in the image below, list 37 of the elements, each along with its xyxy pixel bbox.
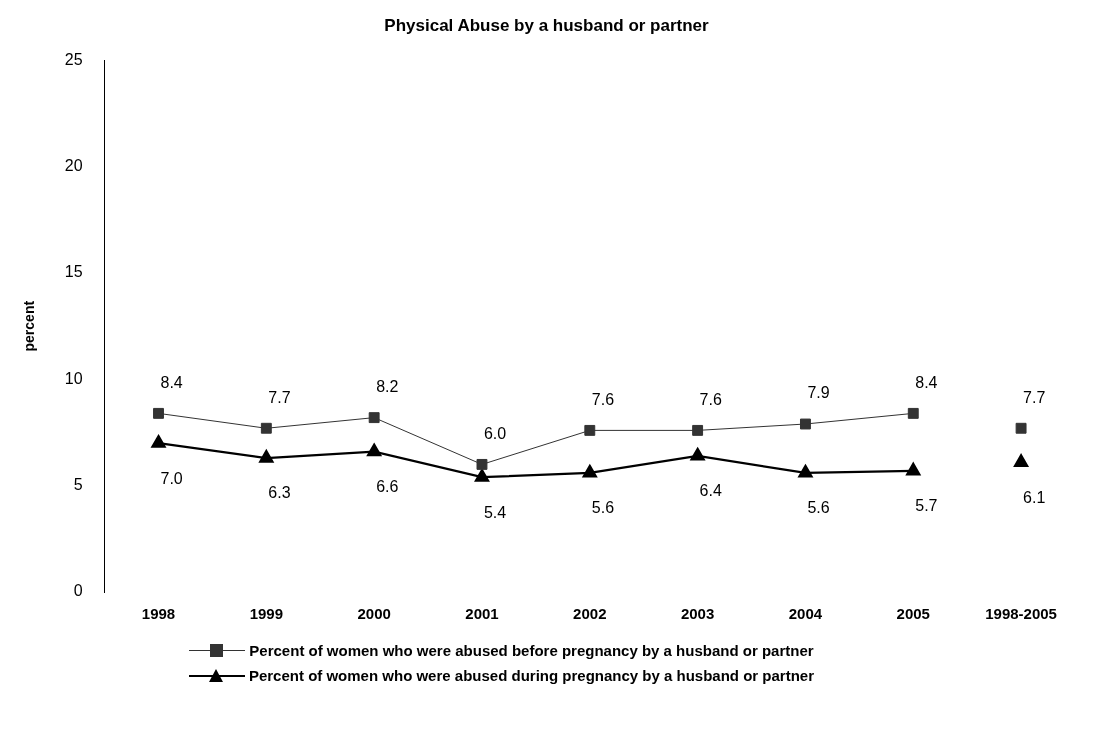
y-axis-title: percent xyxy=(21,300,38,352)
data-label: 7.7 xyxy=(268,388,291,406)
y-tick-label: 10 xyxy=(64,369,83,387)
y-tick-label: 15 xyxy=(64,263,83,281)
y-tick-label: 25 xyxy=(64,50,83,68)
data-label: 5.6 xyxy=(807,499,830,517)
x-tick-label: 1999 xyxy=(249,605,284,623)
y-tick-label: 0 xyxy=(73,582,83,600)
data-label: 8.4 xyxy=(160,373,183,391)
data-label: 7.0 xyxy=(160,469,183,487)
data-label: 5.6 xyxy=(591,499,615,517)
data-label: 6.3 xyxy=(268,484,291,502)
data-label: 6.4 xyxy=(699,482,722,500)
x-tick-label: 1998-2005 xyxy=(985,605,1057,623)
legend-label: Percent of women who were abused before pregnancy by a husband or partner xyxy=(249,642,814,659)
x-tick-label: 2004 xyxy=(788,605,823,623)
data-label: 7.6 xyxy=(699,390,722,408)
x-tick-label: 2005 xyxy=(896,605,930,623)
data-label: 7.9 xyxy=(807,384,830,402)
data-label: 6.1 xyxy=(1023,488,1046,506)
x-tick-label: 2002 xyxy=(573,605,607,623)
data-label: 5.4 xyxy=(483,503,507,521)
x-tick-label: 2001 xyxy=(465,605,499,623)
data-label: 8.2 xyxy=(376,378,399,396)
data-label: 8.4 xyxy=(915,373,938,391)
data-label: 6.0 xyxy=(483,424,507,442)
data-label: 7.7 xyxy=(1023,388,1046,406)
x-tick-label: 2003 xyxy=(680,605,715,623)
chart-title: Physical Abuse by a husband or partner xyxy=(384,15,710,35)
y-tick-label: 20 xyxy=(64,157,83,175)
x-tick-label: 2000 xyxy=(357,605,391,623)
data-label: 5.7 xyxy=(915,497,938,515)
x-tick-label: 1998 xyxy=(141,605,176,623)
legend-label: Percent of women who were abused during pregnancy by a husband or partner xyxy=(248,667,815,684)
data-label: 7.6 xyxy=(591,390,615,408)
data-label: 6.6 xyxy=(376,478,399,496)
y-tick-label: 5 xyxy=(73,476,83,494)
